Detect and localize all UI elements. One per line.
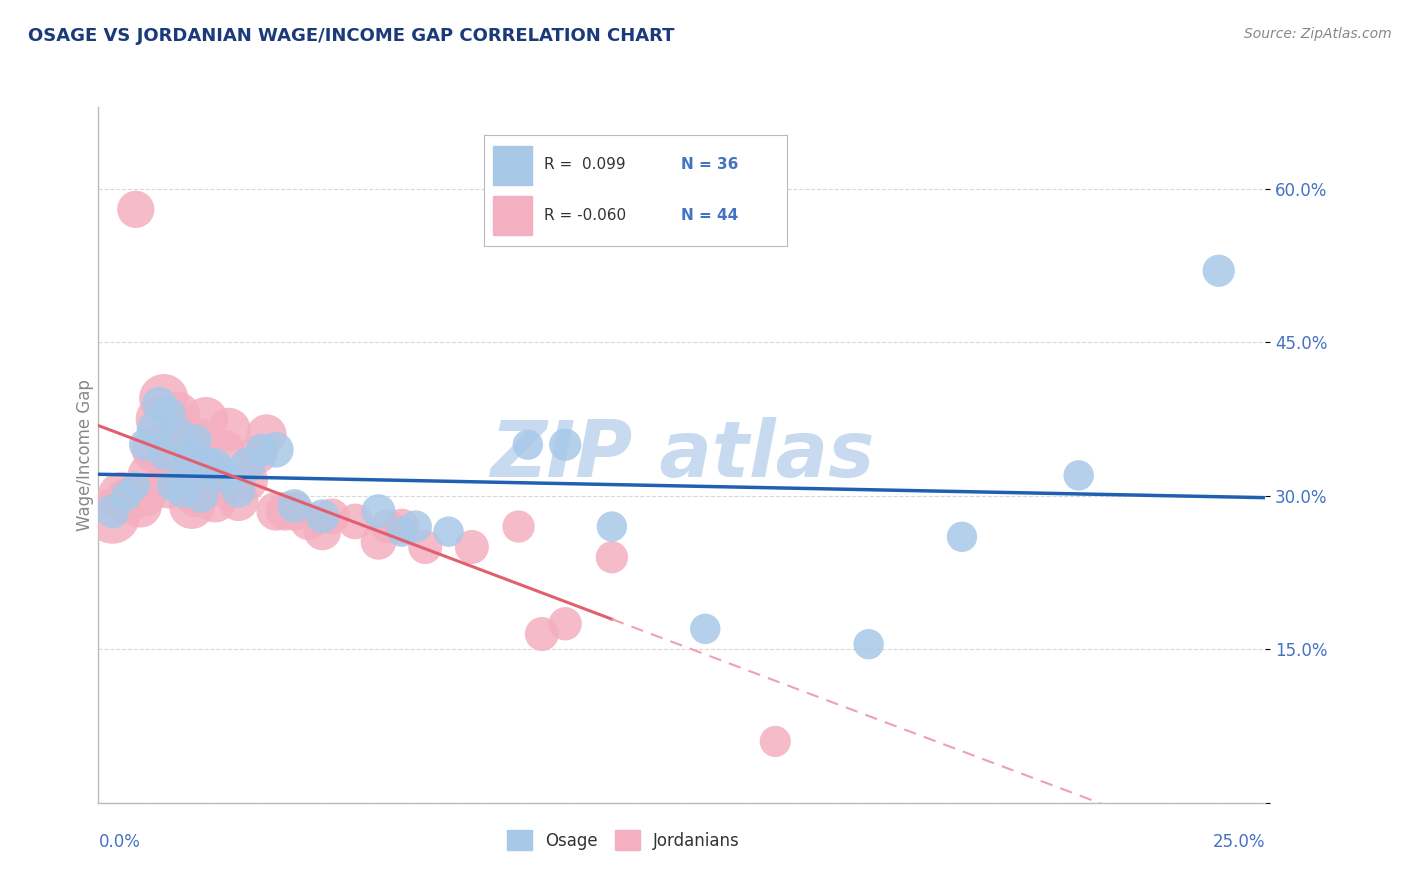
Point — [186, 433, 208, 447]
Point — [554, 438, 576, 452]
Point — [180, 448, 202, 462]
Point — [311, 524, 333, 539]
Point — [695, 622, 717, 636]
Point — [377, 519, 399, 533]
Point — [162, 478, 184, 492]
Point — [172, 458, 194, 472]
Point — [200, 478, 222, 492]
Text: 0.0%: 0.0% — [98, 833, 141, 851]
Point — [1208, 264, 1230, 278]
Point — [950, 530, 973, 544]
Point — [125, 202, 148, 217]
Text: 25.0%: 25.0% — [1213, 833, 1265, 851]
Point — [143, 422, 166, 436]
Point — [139, 468, 162, 483]
Text: Source: ZipAtlas.com: Source: ZipAtlas.com — [1244, 27, 1392, 41]
Point — [176, 458, 198, 472]
Point — [190, 489, 212, 503]
Text: OSAGE VS JORDANIAN WAGE/INCOME GAP CORRELATION CHART: OSAGE VS JORDANIAN WAGE/INCOME GAP CORRE… — [28, 27, 675, 45]
Point — [297, 515, 319, 529]
Point — [763, 734, 786, 748]
Point — [311, 509, 333, 524]
Point — [437, 524, 460, 539]
Text: ZIP atlas: ZIP atlas — [489, 417, 875, 493]
Point — [250, 442, 273, 457]
Point — [157, 407, 180, 421]
Point — [152, 448, 174, 462]
Point — [162, 427, 184, 442]
Point — [115, 494, 138, 508]
Point — [508, 519, 530, 533]
Point — [166, 407, 188, 421]
Point — [344, 515, 367, 529]
Point — [321, 509, 343, 524]
Point — [413, 540, 436, 554]
Point — [186, 489, 208, 503]
Point — [530, 627, 553, 641]
Point — [264, 442, 287, 457]
Point — [115, 489, 138, 503]
Point — [101, 509, 124, 524]
Point — [246, 448, 269, 462]
Point — [172, 483, 194, 498]
Point — [554, 616, 576, 631]
Point — [461, 540, 484, 554]
Point — [516, 438, 538, 452]
Point — [218, 422, 240, 436]
Point — [1067, 468, 1090, 483]
Point — [283, 504, 305, 518]
Point — [367, 504, 389, 518]
Point — [134, 489, 156, 503]
Point — [858, 637, 880, 651]
Point — [391, 519, 413, 533]
Point — [143, 442, 166, 457]
Point — [176, 438, 198, 452]
Point — [194, 412, 217, 426]
Point — [180, 499, 202, 513]
Point — [204, 494, 226, 508]
Point — [405, 519, 427, 533]
Point — [236, 458, 259, 472]
Point — [214, 442, 236, 457]
Point — [129, 499, 152, 513]
Point — [228, 483, 250, 498]
Point — [264, 504, 287, 518]
Point — [166, 427, 188, 442]
Point — [367, 534, 389, 549]
Point — [190, 433, 212, 447]
Point — [391, 524, 413, 539]
Point — [148, 412, 170, 426]
Point — [194, 458, 217, 472]
Point — [256, 427, 278, 442]
Y-axis label: Wage/Income Gap: Wage/Income Gap — [76, 379, 94, 531]
Point — [157, 478, 180, 492]
Point — [148, 397, 170, 411]
Point — [125, 478, 148, 492]
Point — [204, 458, 226, 472]
Point — [152, 392, 174, 406]
Point — [600, 519, 623, 533]
Point — [236, 474, 259, 488]
Point — [214, 468, 236, 483]
Point — [111, 489, 134, 503]
Point — [274, 504, 297, 518]
Point — [101, 504, 124, 518]
Point — [600, 550, 623, 565]
Point — [228, 494, 250, 508]
Point — [134, 438, 156, 452]
Legend: Osage, Jordanians: Osage, Jordanians — [501, 823, 747, 857]
Point — [283, 499, 305, 513]
